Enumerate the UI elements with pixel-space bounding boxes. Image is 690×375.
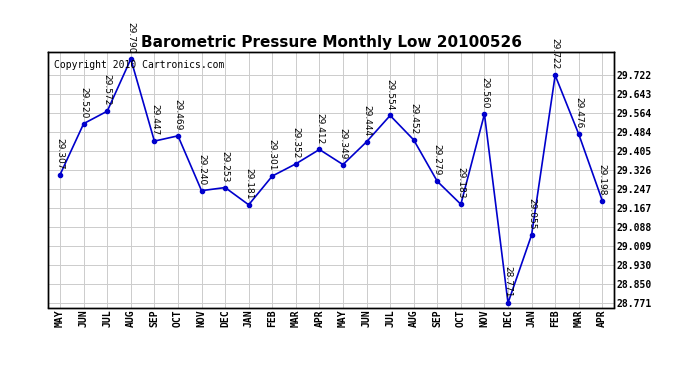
Text: 29.279: 29.279	[433, 144, 442, 176]
Text: 29.181: 29.181	[244, 168, 253, 199]
Text: 29.349: 29.349	[339, 128, 348, 159]
Text: 29.447: 29.447	[150, 104, 159, 135]
Text: 29.554: 29.554	[386, 78, 395, 110]
Title: Barometric Pressure Monthly Low 20100526: Barometric Pressure Monthly Low 20100526	[141, 35, 522, 50]
Text: 29.183: 29.183	[456, 167, 465, 199]
Text: 29.469: 29.469	[173, 99, 182, 130]
Text: 29.412: 29.412	[315, 112, 324, 144]
Text: 29.198: 29.198	[598, 164, 607, 195]
Text: 29.722: 29.722	[551, 39, 560, 70]
Text: 29.572: 29.572	[103, 74, 112, 106]
Text: 29.055: 29.055	[527, 198, 536, 230]
Text: 28.771: 28.771	[504, 266, 513, 297]
Text: 29.452: 29.452	[409, 103, 418, 134]
Text: 29.307: 29.307	[56, 138, 65, 169]
Text: 29.560: 29.560	[480, 77, 489, 108]
Text: 29.301: 29.301	[268, 139, 277, 171]
Text: 29.520: 29.520	[79, 87, 88, 118]
Text: 29.253: 29.253	[221, 151, 230, 182]
Text: 29.790: 29.790	[126, 22, 135, 53]
Text: 29.444: 29.444	[362, 105, 371, 136]
Text: Copyright 2010 Cartronics.com: Copyright 2010 Cartronics.com	[54, 60, 224, 70]
Text: 29.352: 29.352	[291, 127, 300, 158]
Text: 29.240: 29.240	[197, 154, 206, 185]
Text: 29.476: 29.476	[574, 97, 583, 129]
